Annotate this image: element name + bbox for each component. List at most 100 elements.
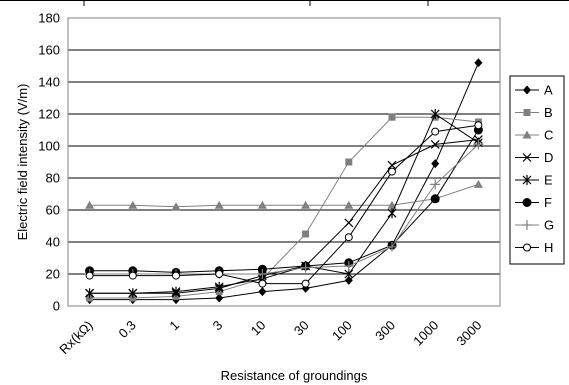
x-tick-label: 1000 bbox=[410, 318, 441, 349]
y-tick-label: 40 bbox=[46, 235, 60, 250]
legend-marker bbox=[523, 109, 531, 116]
data-point-h bbox=[172, 271, 180, 280]
series-e bbox=[85, 109, 483, 299]
legend-label: G bbox=[544, 218, 554, 233]
legend-item: C bbox=[515, 128, 553, 143]
legend-marker bbox=[523, 243, 531, 252]
data-point-b bbox=[388, 113, 396, 121]
legend-marker bbox=[522, 198, 532, 207]
data-point-e bbox=[85, 288, 95, 299]
y-tick-label: 80 bbox=[46, 171, 60, 186]
data-point-c bbox=[344, 200, 354, 209]
data-point-c bbox=[128, 200, 138, 209]
y-tick-label: 120 bbox=[38, 107, 60, 122]
data-point-d bbox=[430, 139, 440, 149]
data-point-h bbox=[215, 270, 224, 278]
legend-box bbox=[509, 75, 565, 265]
legend-label: C bbox=[544, 128, 553, 143]
x-tick-label: 0.3 bbox=[116, 318, 139, 341]
series-group bbox=[84, 58, 484, 305]
series-line-b bbox=[89, 116, 479, 299]
x-axis-ticks: Rx(kΩ) 0.3 1 3 10 30 100 300 1000 3000 bbox=[56, 318, 484, 357]
series-line-f bbox=[89, 129, 479, 273]
x-tick-label: Rx(kΩ) bbox=[56, 318, 95, 357]
legend-label: D bbox=[544, 150, 553, 165]
x-tick-label: 3 bbox=[210, 318, 226, 334]
legend-item: B bbox=[515, 105, 553, 120]
series-line-d bbox=[89, 139, 479, 294]
data-point-g bbox=[343, 261, 354, 271]
data-point-c bbox=[387, 200, 397, 209]
data-point-e bbox=[171, 286, 181, 297]
data-point-d bbox=[387, 160, 397, 170]
series-c bbox=[85, 179, 483, 211]
y-axis-title: Electric field intensity (V/m) bbox=[15, 84, 30, 241]
data-point-g bbox=[257, 269, 268, 279]
y-tick-label: 20 bbox=[46, 267, 60, 282]
plot-area-frame bbox=[67, 17, 501, 307]
legend-label: F bbox=[544, 195, 552, 210]
data-point-a bbox=[215, 293, 224, 303]
data-point-h bbox=[258, 279, 267, 288]
x-tick-label: 3000 bbox=[453, 318, 484, 349]
data-point-e bbox=[214, 281, 224, 292]
y-tick-label: 60 bbox=[46, 203, 60, 218]
legend-marker bbox=[522, 130, 532, 139]
data-point-h bbox=[85, 271, 94, 280]
legend-marker bbox=[522, 175, 532, 185]
y-tick-label: 180 bbox=[38, 11, 60, 26]
series-g bbox=[84, 139, 484, 279]
series-line-a bbox=[89, 62, 479, 301]
data-point-e bbox=[128, 288, 138, 299]
y-tick-label: 160 bbox=[38, 43, 60, 58]
legend-marker bbox=[522, 153, 532, 162]
legend-item: H bbox=[515, 240, 553, 255]
legend-label: B bbox=[544, 105, 553, 120]
y-tick-label: 140 bbox=[38, 75, 60, 90]
x-tick-label: 100 bbox=[329, 318, 355, 344]
legend-label: E bbox=[544, 173, 553, 188]
series-line-e bbox=[89, 113, 479, 294]
data-point-e bbox=[387, 208, 397, 219]
data-point-h bbox=[344, 233, 353, 242]
series-line-c bbox=[89, 183, 479, 208]
data-point-a bbox=[258, 287, 267, 297]
data-point-b bbox=[302, 230, 310, 238]
legend-item: G bbox=[515, 218, 554, 233]
series-d bbox=[85, 135, 483, 298]
data-point-a bbox=[344, 275, 353, 285]
data-point-e bbox=[430, 109, 440, 119]
data-point-c bbox=[171, 202, 181, 211]
legend-marker bbox=[523, 85, 531, 95]
legend-item: E bbox=[515, 173, 553, 188]
data-point-c bbox=[257, 200, 267, 209]
data-point-c bbox=[301, 200, 311, 209]
data-point-f bbox=[430, 194, 440, 204]
legend-item: A bbox=[515, 83, 553, 98]
data-point-a bbox=[431, 159, 440, 169]
x-tick-label: 300 bbox=[372, 318, 398, 344]
data-point-g bbox=[430, 179, 441, 190]
data-point-d bbox=[344, 218, 354, 228]
series-h bbox=[85, 121, 483, 288]
y-axis-ticks: 0 20 40 60 80 100 120 140 160 180 bbox=[38, 11, 60, 314]
data-point-h bbox=[301, 279, 310, 288]
x-tick-label: 1 bbox=[166, 318, 182, 334]
data-point-g bbox=[387, 241, 397, 252]
data-point-c bbox=[473, 179, 483, 188]
legend-marker bbox=[522, 220, 532, 230]
data-point-g bbox=[300, 262, 311, 273]
data-point-h bbox=[474, 121, 483, 130]
y-tick-label: 100 bbox=[38, 139, 60, 154]
y-tick-label: 0 bbox=[53, 299, 60, 314]
data-point-c bbox=[214, 200, 224, 209]
data-point-h bbox=[431, 127, 440, 136]
series-line-g bbox=[89, 144, 479, 275]
legend-item: D bbox=[515, 150, 553, 165]
x-tick-label: 30 bbox=[291, 318, 312, 339]
legend-item: F bbox=[515, 195, 552, 210]
data-point-b bbox=[345, 158, 353, 166]
data-point-h bbox=[128, 271, 137, 280]
